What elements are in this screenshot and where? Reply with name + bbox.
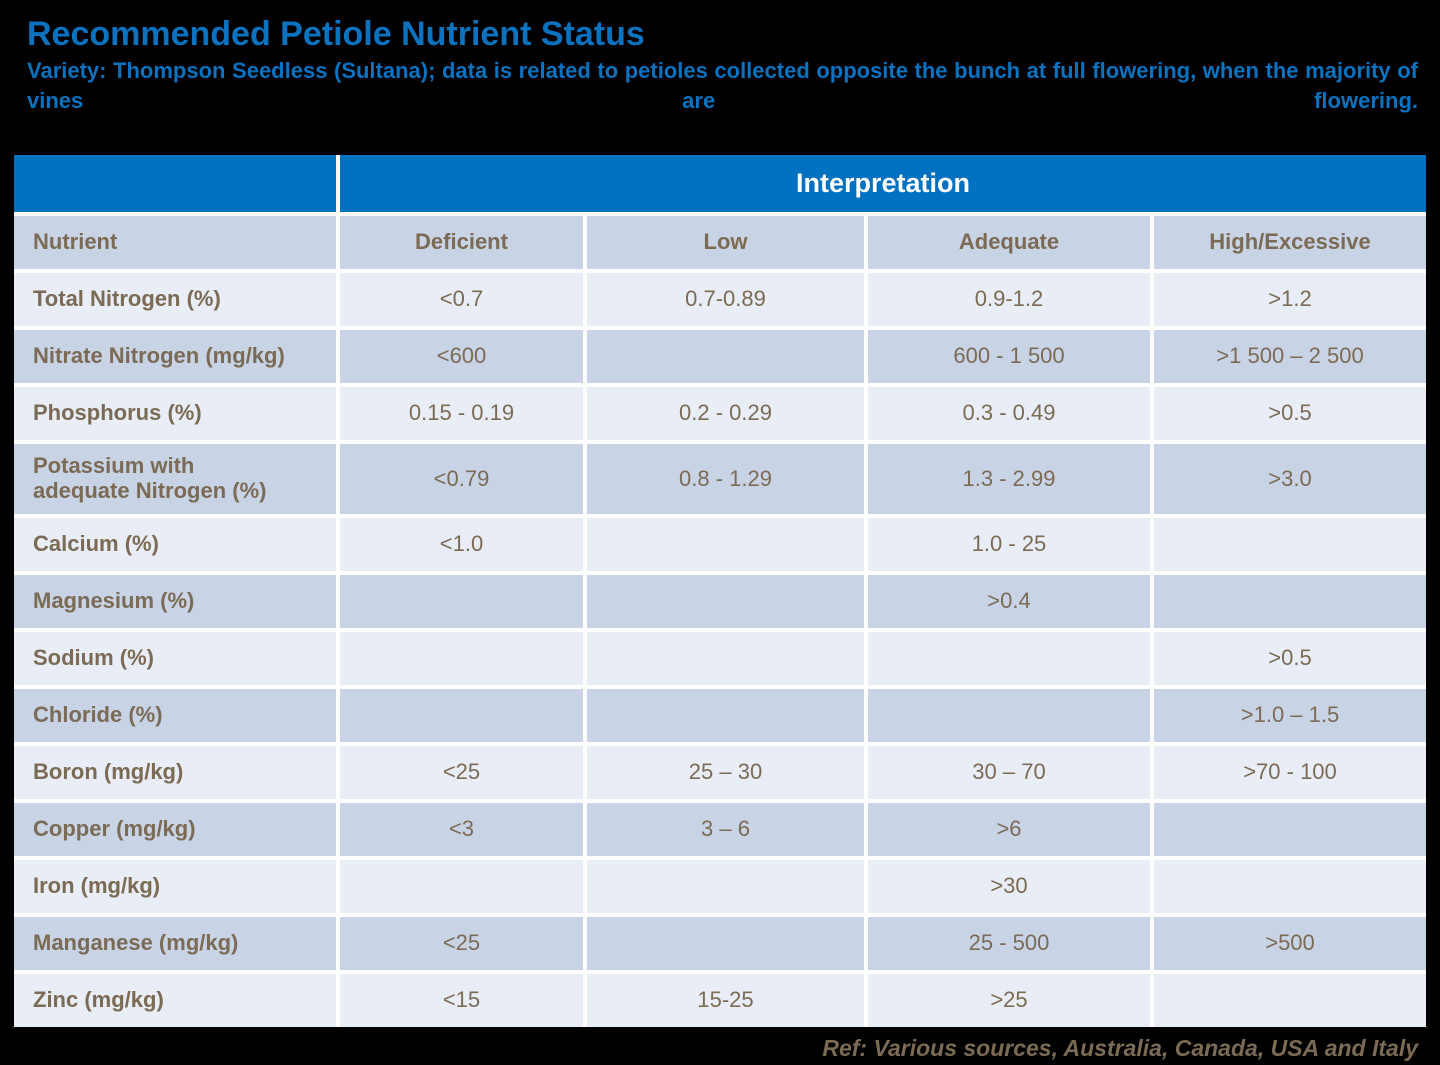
value-cell (587, 330, 864, 383)
value-cell: 600 - 1 500 (868, 330, 1150, 383)
value-cell (1154, 974, 1426, 1027)
value-cell: 1.3 - 2.99 (868, 444, 1150, 514)
value-cell: >30 (868, 860, 1150, 913)
value-cell: <600 (340, 330, 583, 383)
nutrient-cell: Magnesium (%) (14, 575, 336, 628)
value-cell (340, 632, 583, 685)
nutrient-table: Interpretation Nutrient Deficient Low Adequa… (14, 155, 1426, 1027)
column-header-nutrient: Nutrient (14, 216, 336, 269)
value-cell (340, 860, 583, 913)
value-cell (1154, 803, 1426, 856)
value-cell: >500 (1154, 917, 1426, 970)
value-cell: >0.5 (1154, 387, 1426, 440)
column-header-adequate: Adequate (868, 216, 1150, 269)
value-cell: >0.4 (868, 575, 1150, 628)
column-header-low: Low (587, 216, 864, 269)
nutrient-cell: Phosphorus (%) (14, 387, 336, 440)
value-cell: >1.0 – 1.5 (1154, 689, 1426, 742)
value-cell (587, 632, 864, 685)
value-cell: <15 (340, 974, 583, 1027)
value-cell (868, 632, 1150, 685)
value-cell: >1 500 – 2 500 (1154, 330, 1426, 383)
nutrient-cell: Calcium (%) (14, 518, 336, 571)
value-cell (340, 575, 583, 628)
value-cell (587, 575, 864, 628)
value-cell: <25 (340, 917, 583, 970)
value-cell: >70 - 100 (1154, 746, 1426, 799)
value-cell: <1.0 (340, 518, 583, 571)
nutrient-cell: Total Nitrogen (%) (14, 273, 336, 326)
value-cell: 25 – 30 (587, 746, 864, 799)
value-cell (587, 518, 864, 571)
nutrient-cell: Nitrate Nitrogen (mg/kg) (14, 330, 336, 383)
value-cell: 1.0 - 25 (868, 518, 1150, 571)
value-cell: <0.7 (340, 273, 583, 326)
value-cell (868, 689, 1150, 742)
value-cell: 0.2 - 0.29 (587, 387, 864, 440)
nutrient-cell: Sodium (%) (14, 632, 336, 685)
value-cell: >0.5 (1154, 632, 1426, 685)
column-header-deficient: Deficient (340, 216, 583, 269)
nutrient-cell: Potassium with adequate Nitrogen (%) (14, 444, 336, 514)
value-cell (1154, 575, 1426, 628)
nutrient-cell: Boron (mg/kg) (14, 746, 336, 799)
corner-cell (14, 155, 336, 212)
value-cell (1154, 860, 1426, 913)
value-cell: >1.2 (1154, 273, 1426, 326)
nutrient-cell: Manganese (mg/kg) (14, 917, 336, 970)
value-cell (587, 917, 864, 970)
nutrient-cell: Chloride (%) (14, 689, 336, 742)
value-cell: <3 (340, 803, 583, 856)
reference-note: Ref: Various sources, Australia, Canada,… (822, 1035, 1418, 1061)
value-cell: 0.9-1.2 (868, 273, 1150, 326)
value-cell: 0.8 - 1.29 (587, 444, 864, 514)
value-cell (587, 860, 864, 913)
value-cell: 0.15 - 0.19 (340, 387, 583, 440)
nutrient-cell: Copper (mg/kg) (14, 803, 336, 856)
column-header-high-excessive: High/Excessive (1154, 216, 1426, 269)
value-cell: 0.7-0.89 (587, 273, 864, 326)
value-cell: >6 (868, 803, 1150, 856)
value-cell (340, 689, 583, 742)
page-subtitle: Variety: Thompson Seedless (Sultana); da… (27, 58, 1418, 113)
value-cell: 30 – 70 (868, 746, 1150, 799)
value-cell: >3.0 (1154, 444, 1426, 514)
value-cell: 0.3 - 0.49 (868, 387, 1150, 440)
nutrient-cell: Iron (mg/kg) (14, 860, 336, 913)
value-cell: >25 (868, 974, 1150, 1027)
value-cell (587, 689, 864, 742)
value-cell: 15-25 (587, 974, 864, 1027)
interpretation-header: Interpretation (340, 155, 1426, 212)
value-cell: <25 (340, 746, 583, 799)
value-cell: 3 – 6 (587, 803, 864, 856)
nutrient-cell: Zinc (mg/kg) (14, 974, 336, 1027)
value-cell: <0.79 (340, 444, 583, 514)
page-title: Recommended Petiole Nutrient Status (27, 15, 645, 53)
value-cell: 25 - 500 (868, 917, 1150, 970)
value-cell (1154, 518, 1426, 571)
